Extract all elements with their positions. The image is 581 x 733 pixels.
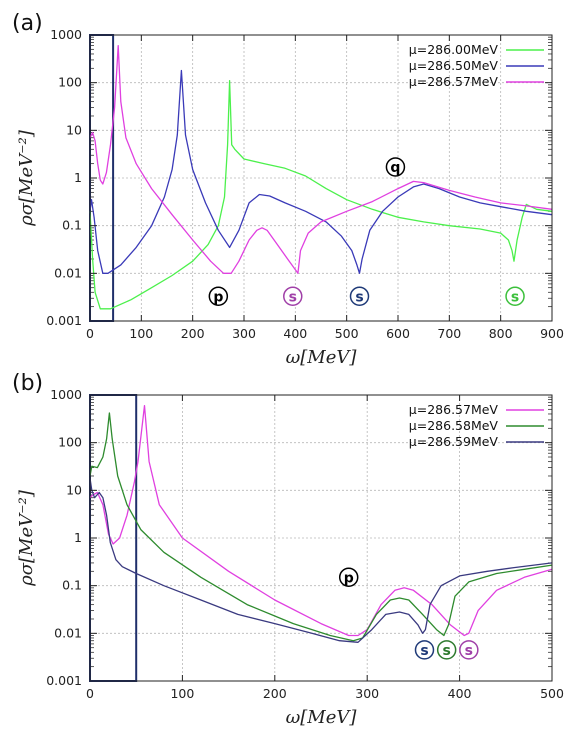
marker-letter: s <box>465 643 473 659</box>
marker-circle <box>414 640 435 660</box>
x-tick-label: 800 <box>489 326 513 341</box>
x-tick-label: 200 <box>181 326 205 341</box>
legend-entry: μ=286.50MeV <box>409 58 499 73</box>
marker-s: s <box>349 286 370 307</box>
panel-b: (b) 0 100 200 300 400 500 0.001 0.01 0.1 1 10 100 100… <box>12 371 564 728</box>
marker-letter: s <box>420 643 428 659</box>
marker-s: s <box>459 640 479 660</box>
y-tick-label: 0.001 <box>46 313 82 328</box>
x-tick-label: 200 <box>263 686 287 701</box>
marker-circle <box>283 286 303 307</box>
y-tick-label: 100 <box>58 75 82 90</box>
marker-circle <box>338 567 359 588</box>
grid <box>90 35 552 321</box>
y-tick-label: 0.1 <box>62 578 82 593</box>
series-line-3 <box>89 478 553 643</box>
marker-s: s <box>436 640 457 660</box>
y-tick-label: 0.01 <box>54 265 82 280</box>
y-axis-label: ρσ[MeV⁻²] <box>16 129 37 227</box>
marker-p: p <box>338 567 359 588</box>
x-tick-label: 500 <box>540 686 564 701</box>
x-tick-label: 400 <box>283 326 307 341</box>
marker-circle <box>208 286 229 307</box>
x-tick-label: 600 <box>386 326 410 341</box>
legend-entry: μ=286.58MeV <box>409 418 499 433</box>
y-tick-label: 1 <box>74 530 82 545</box>
panel-label: (a) <box>12 11 43 36</box>
series-line-3 <box>89 44 553 274</box>
x-tick-label: 700 <box>437 326 461 341</box>
x-axis-label: ω[MeV] <box>286 347 358 368</box>
y-tick-label: 0.01 <box>54 625 82 640</box>
marker-s: s <box>505 286 525 307</box>
legend-entry: μ=286.57MeV <box>409 402 499 417</box>
y-tick-label: 0.1 <box>62 218 82 233</box>
panel-label: (b) <box>12 371 43 396</box>
x-tick-label: 300 <box>355 686 379 701</box>
legend-entry: μ=286.57MeV <box>409 74 499 89</box>
legend-entry: μ=286.59MeV <box>409 434 499 449</box>
marker-s: s <box>283 286 303 307</box>
marker-letter: s <box>511 289 519 305</box>
y-tick-label: 10 <box>66 482 82 497</box>
marker-letter: s <box>355 289 363 305</box>
series-line-1 <box>89 80 553 310</box>
marker-s: s <box>414 640 435 660</box>
y-tick-label: 1000 <box>50 387 82 402</box>
panel-a: (a) 0 100 200 300 400 500 600 700 800 900 0.001 0.01… <box>12 11 564 368</box>
y-tick-label: 1 <box>74 170 82 185</box>
x-tick-label: 100 <box>170 686 194 701</box>
y-tick-label: 0.001 <box>46 673 82 688</box>
series-line-1 <box>89 404 553 637</box>
marker-circle <box>385 157 406 177</box>
x-tick-label: 500 <box>335 326 359 341</box>
x-tick-label: 0 <box>86 686 94 701</box>
y-tick-label: 1000 <box>50 27 82 42</box>
marker-circle <box>349 286 370 307</box>
marker-letter: s <box>289 289 297 305</box>
marker-circle <box>459 640 479 660</box>
x-tick-label: 400 <box>448 686 472 701</box>
y-tick-label: 100 <box>58 435 82 450</box>
x-tick-label: 0 <box>86 326 94 341</box>
grid <box>90 395 552 681</box>
marker-letter: p <box>344 570 354 586</box>
legend-entry: μ=286.00MeV <box>409 42 499 57</box>
x-axis-label: ω[MeV] <box>286 707 358 728</box>
y-tick-label: 10 <box>66 122 82 137</box>
marker-letter: p <box>213 289 223 305</box>
x-tick-label: 900 <box>540 326 564 341</box>
series-line-2 <box>89 412 553 642</box>
series-line-2 <box>89 69 553 274</box>
marker-letter: s <box>442 643 450 659</box>
marker-q: q <box>385 157 406 177</box>
x-tick-label: 300 <box>232 326 256 341</box>
marker-letter: q <box>390 160 400 176</box>
marker-circle <box>436 640 457 660</box>
marker-circle <box>505 286 525 307</box>
x-tick-label: 100 <box>129 326 153 341</box>
marker-p: p <box>208 286 229 307</box>
y-axis-label: ρσ[MeV⁻²] <box>16 489 37 587</box>
